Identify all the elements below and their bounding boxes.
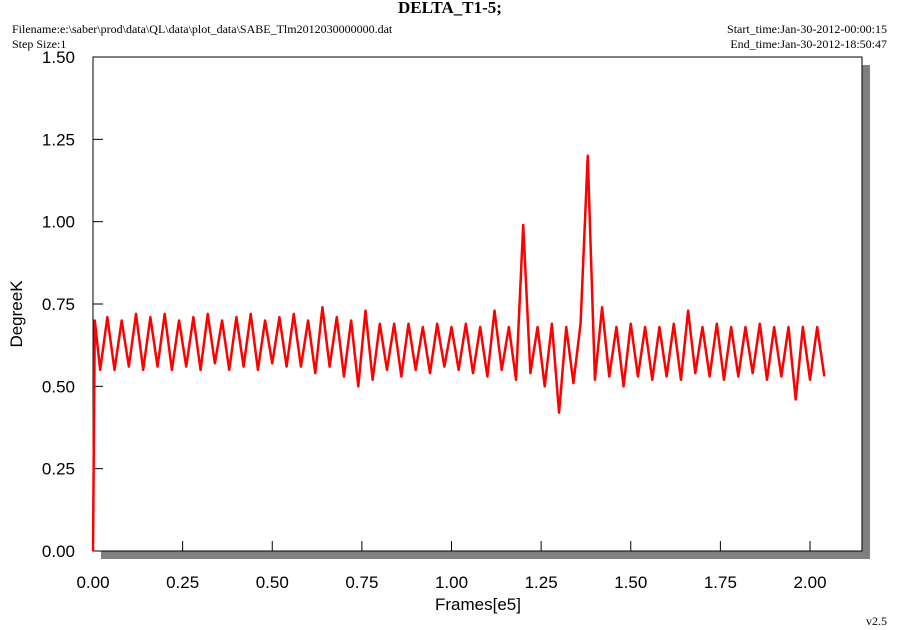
x-tick-label: 0.75 (345, 573, 378, 592)
x-tick-label: 1.25 (525, 573, 558, 592)
y-tick-label: 0.75 (42, 295, 75, 314)
step-size: Step Size:1 (12, 37, 66, 51)
y-tick-label: 1.25 (42, 130, 75, 149)
x-tick-label: 0.50 (256, 573, 289, 592)
x-tick-label: 0.00 (76, 573, 109, 592)
x-tick-label: 1.00 (435, 573, 468, 592)
data-line (91, 154, 826, 552)
version: v2.5 (866, 614, 887, 628)
y-tick-label: 0.00 (42, 542, 75, 561)
x-tick-label: 0.25 (166, 573, 199, 592)
plot-area (92, 56, 863, 552)
y-tick-label: 1.50 (42, 48, 75, 67)
start-time: Start_time:Jan-30-2012-00:00:15 (727, 22, 887, 36)
filename: Filename:e:\saber\prod\data\QL\data\plot… (12, 22, 393, 36)
chart-title: DELTA_T1-5; (398, 0, 502, 17)
x-tick-label: 1.75 (704, 573, 737, 592)
y-tick-label: 1.00 (42, 213, 75, 232)
y-tick-label: 0.25 (42, 460, 75, 479)
x-tick-label: 1.50 (614, 573, 647, 592)
x-axis-label: Frames[e5] (435, 595, 521, 614)
end-time: End_time:Jan-30-2012-18:50:47 (730, 37, 887, 51)
y-axis-label: DegreeK (7, 280, 26, 348)
x-tick-label: 2.00 (793, 573, 826, 592)
y-tick-label: 0.50 (42, 377, 75, 396)
